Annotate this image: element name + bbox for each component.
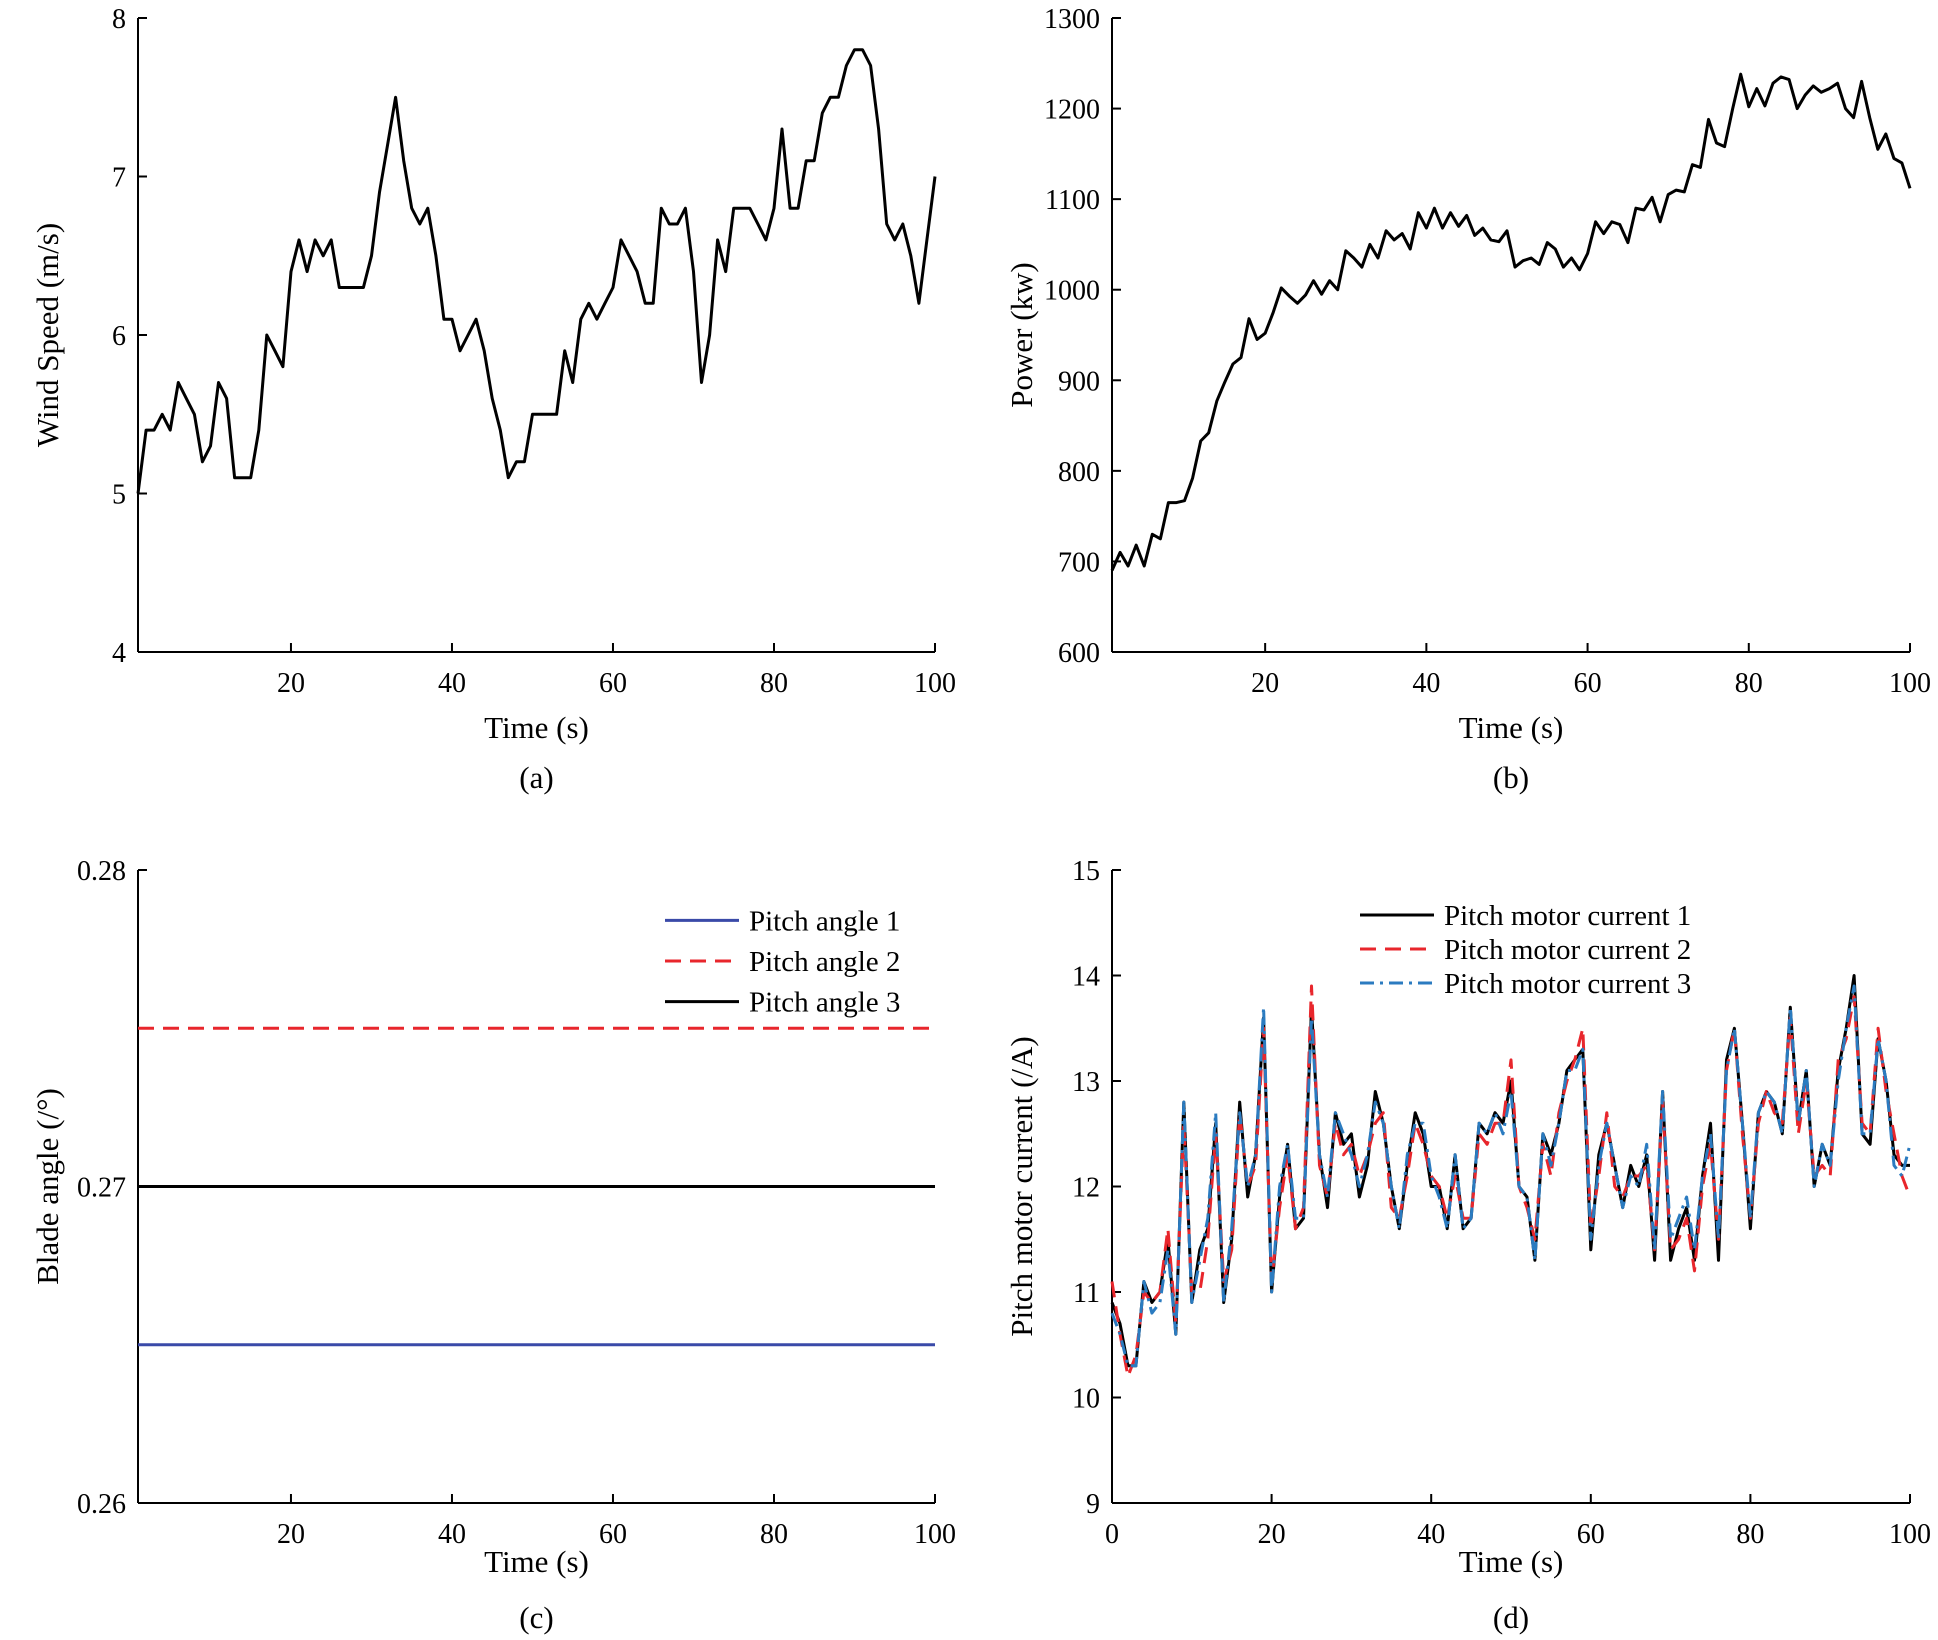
series-line-1	[1110, 72, 1912, 572]
x-tick-label: 60	[1577, 1519, 1605, 1550]
y-tick-label: 5	[112, 480, 126, 511]
chart-panel-d: 0 20 40 60 80 100 9 10 11 12 13 14 15 Time (s) Pitch m…	[1004, 856, 1931, 1635]
x-tick-label: 60	[599, 668, 627, 699]
x-axis-label: Time (s)	[484, 710, 589, 745]
x-tick-label: 80	[1735, 668, 1763, 699]
x-tick-label: 100	[914, 1519, 956, 1550]
x-tick-label: 100	[1889, 668, 1931, 699]
legend-label-3: Pitch angle 3	[749, 987, 900, 1019]
y-tick-label: 10	[1072, 1384, 1100, 1415]
x-tick-label: 20	[277, 668, 305, 699]
y-tick-label: 12	[1072, 1173, 1100, 1204]
x-tick-label: 40	[1417, 1519, 1445, 1550]
y-tick-label: 600	[1058, 638, 1100, 669]
x-tick-label: 40	[438, 668, 466, 699]
x-tick-label: 100	[1889, 1519, 1931, 1550]
x-tick-label: 20	[1258, 1519, 1286, 1550]
chart-panel-b: 20 40 60 80 100 600 700 800 900 1000 1100 1200 1300 T…	[1004, 4, 1931, 795]
y-tick-label: 0.27	[77, 1173, 126, 1204]
y-tick-label: 800	[1058, 457, 1100, 488]
y-tick-label: 4	[112, 638, 126, 669]
y-tick-label: 13	[1072, 1067, 1100, 1098]
x-tick-label: 20	[277, 1519, 305, 1550]
y-tick-label: 6	[112, 321, 126, 352]
y-tick-label: 1200	[1044, 95, 1100, 126]
y-tick-label: 8	[112, 4, 126, 35]
series-line-3	[1110, 984, 1912, 1368]
y-tick-label: 1100	[1045, 185, 1100, 216]
series-line-1	[136, 48, 937, 494]
panel-caption: (b)	[1493, 760, 1529, 795]
x-axis-label: Time (s)	[484, 1544, 589, 1579]
x-tick-label: 60	[1574, 668, 1602, 699]
x-tick-label: 20	[1251, 668, 1279, 699]
legend-label-1: Pitch motor current 1	[1444, 900, 1691, 932]
y-axis-label: Power (kw)	[1004, 262, 1039, 408]
x-tick-label: 80	[1736, 1519, 1764, 1550]
chart-panel-a: 20 40 60 80 100 4 5 6 7 8 Time (s) Wind Speed (m/s)…	[30, 4, 956, 795]
legend-label-2: Pitch motor current 2	[1444, 934, 1691, 966]
series-line-2	[1110, 984, 1912, 1378]
y-tick-label: 14	[1072, 962, 1100, 993]
legend-label-3: Pitch motor current 3	[1444, 968, 1691, 1000]
y-tick-label: 1300	[1044, 4, 1100, 35]
panel-caption: (a)	[519, 760, 553, 795]
panel-caption: (d)	[1493, 1600, 1529, 1635]
y-tick-label: 1000	[1044, 276, 1100, 307]
x-axis-label: Time (s)	[1459, 710, 1564, 745]
chart-panel-c: 20 40 60 80 100 0.26 0.27 0.28 Time (s) Blade ang…	[30, 856, 956, 1635]
y-axis-label: Blade angle (/°)	[30, 1088, 65, 1285]
x-tick-label: 40	[1412, 668, 1440, 699]
legend: Pitch angle 1 Pitch angle 2 Pitch angle 3	[665, 905, 900, 1019]
y-tick-label: 7	[112, 163, 126, 194]
series-line-1	[1110, 974, 1910, 1368]
y-tick-label: 15	[1072, 856, 1100, 887]
x-tick-label: 100	[914, 668, 956, 699]
y-tick-label: 11	[1073, 1278, 1100, 1309]
y-tick-label: 0.28	[77, 856, 126, 887]
x-axis-label: Time (s)	[1459, 1544, 1564, 1579]
panel-caption: (c)	[519, 1600, 553, 1635]
y-tick-label: 0.26	[77, 1489, 126, 1520]
x-tick-label: 80	[760, 1519, 788, 1550]
y-tick-label: 9	[1086, 1489, 1100, 1520]
x-tick-label: 60	[599, 1519, 627, 1550]
y-tick-label: 900	[1058, 366, 1100, 397]
x-tick-label: 0	[1105, 1519, 1119, 1550]
legend-label-2: Pitch angle 2	[749, 946, 900, 978]
y-axis-label: Pitch motor current (/A)	[1004, 1036, 1039, 1336]
y-axis-label: Wind Speed (m/s)	[30, 223, 65, 447]
legend-label-1: Pitch angle 1	[749, 905, 900, 937]
x-tick-label: 80	[760, 668, 788, 699]
y-tick-label: 700	[1058, 547, 1100, 578]
x-tick-label: 40	[438, 1519, 466, 1550]
